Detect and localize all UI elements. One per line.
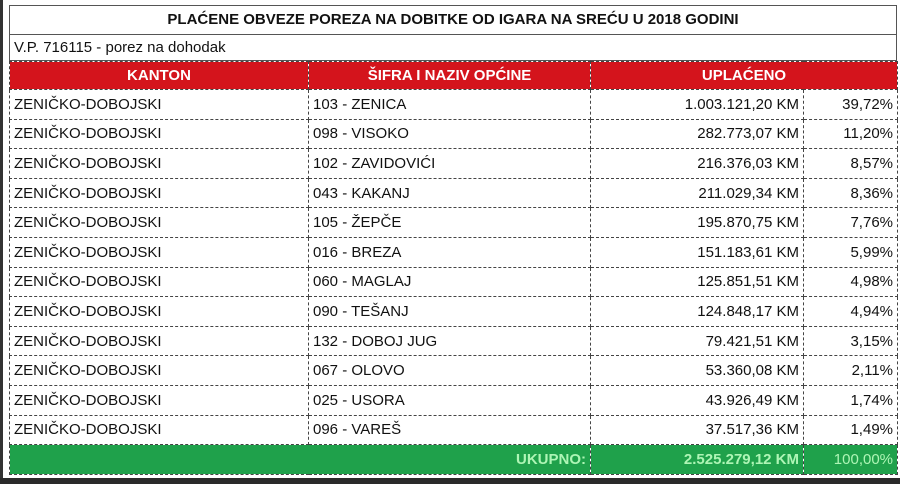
cell-opcina[interactable]: 025 - USORA	[308, 384, 591, 416]
table-row: ZENIČKO-DOBOJSKI 102 - ZAVIDOVIĆI 216.376,…	[9, 148, 899, 179]
cell-percent[interactable]: 8,36%	[802, 177, 899, 209]
total-amount[interactable]: 2.525.279,12 KM	[590, 444, 804, 476]
cell-percent[interactable]: 7,76%	[802, 207, 899, 238]
header-row: KANTON ŠIFRA I NAZIV OPĆINE UPLAĆENO	[9, 61, 899, 90]
cell-amount[interactable]: 53.360,08 KM	[590, 355, 804, 386]
cell-kanton[interactable]: ZENIČKO-DOBOJSKI	[9, 118, 309, 150]
total-row: UKUPNO: 2.525.279,12 KM 100,00%	[9, 444, 899, 476]
cell-opcina[interactable]: 098 - VISOKO	[308, 118, 591, 150]
cell-amount[interactable]: 79.421,51 KM	[590, 325, 804, 357]
cell-amount[interactable]: 151.183,61 KM	[590, 236, 804, 268]
cell-kanton[interactable]: ZENIČKO-DOBOJSKI	[9, 236, 309, 268]
cell-percent[interactable]: 2,11%	[802, 355, 899, 386]
cell-opcina[interactable]: 090 - TEŠANJ	[308, 296, 591, 327]
cell-kanton[interactable]: ZENIČKO-DOBOJSKI	[9, 89, 309, 120]
cell-kanton[interactable]: ZENIČKO-DOBOJSKI	[9, 177, 309, 209]
cell-percent[interactable]: 4,94%	[802, 296, 899, 327]
cell-amount[interactable]: 282.773,07 KM	[590, 118, 804, 150]
cell-kanton[interactable]: ZENIČKO-DOBOJSKI	[9, 355, 309, 386]
header-kanton: KANTON	[9, 61, 309, 90]
table-row: ZENIČKO-DOBOJSKI 016 - BREZA 151.183,61 KM…	[9, 236, 899, 268]
cell-amount[interactable]: 124.848,17 KM	[590, 296, 804, 327]
cell-percent[interactable]: 4,98%	[802, 266, 899, 298]
table-row: ZENIČKO-DOBOJSKI 025 - USORA 43.926,49 KM 1…	[9, 384, 899, 416]
total-percent[interactable]: 100,00%	[802, 444, 899, 476]
cell-kanton[interactable]: ZENIČKO-DOBOJSKI	[9, 296, 309, 327]
cell-opcina[interactable]: 105 - ŽEPČE	[308, 207, 591, 238]
cell-kanton[interactable]: ZENIČKO-DOBOJSKI	[9, 266, 309, 298]
cell-amount[interactable]: 195.870,75 KM	[590, 207, 804, 238]
cell-kanton[interactable]: ZENIČKO-DOBOJSKI	[9, 414, 309, 446]
table-subtitle: V.P. 716115 - porez na dohodak	[9, 35, 897, 61]
cell-opcina[interactable]: 132 - DOBOJ JUG	[308, 325, 591, 357]
cell-kanton[interactable]: ZENIČKO-DOBOJSKI	[9, 207, 309, 238]
cell-amount[interactable]: 1.003.121,20 KM	[590, 89, 804, 120]
cell-opcina[interactable]: 060 - MAGLAJ	[308, 266, 591, 298]
cell-amount[interactable]: 211.029,34 KM	[590, 177, 804, 209]
cell-percent[interactable]: 11,20%	[802, 118, 899, 150]
cell-percent[interactable]: 3,15%	[802, 325, 899, 357]
cell-opcina[interactable]: 043 - KAKANJ	[308, 177, 591, 209]
table-title: PLAĆENE OBVEZE POREZA NA DOBITKE OD IGAR…	[9, 5, 897, 35]
table-row: ZENIČKO-DOBOJSKI 067 - OLOVO 53.360,08 KM 2…	[9, 355, 899, 386]
cell-amount[interactable]: 125.851,51 KM	[590, 266, 804, 298]
table-row: ZENIČKO-DOBOJSKI 060 - MAGLAJ 125.851,51 K…	[9, 266, 899, 298]
table-row: ZENIČKO-DOBOJSKI 096 - VAREŠ 37.517,36 KM 1…	[9, 414, 899, 446]
cell-percent[interactable]: 39,72%	[802, 89, 899, 120]
cell-percent[interactable]: 5,99%	[802, 236, 899, 268]
cell-opcina[interactable]: 102 - ZAVIDOVIĆI	[308, 148, 591, 179]
table-row: ZENIČKO-DOBOJSKI 098 - VISOKO 282.773,07 K…	[9, 118, 899, 150]
table-row: ZENIČKO-DOBOJSKI 090 - TEŠANJ 124.848,17 K…	[9, 296, 899, 327]
table-row: ZENIČKO-DOBOJSKI 043 - KAKANJ 211.029,34 K…	[9, 177, 899, 209]
cell-percent[interactable]: 8,57%	[802, 148, 899, 179]
header-opcina: ŠIFRA I NAZIV OPĆINE	[308, 61, 591, 90]
cell-opcina[interactable]: 103 - ZENICA	[308, 89, 591, 120]
cell-opcina[interactable]: 096 - VAREŠ	[308, 414, 591, 446]
cell-amount[interactable]: 216.376,03 KM	[590, 148, 804, 179]
cell-kanton[interactable]: ZENIČKO-DOBOJSKI	[9, 325, 309, 357]
cell-kanton[interactable]: ZENIČKO-DOBOJSKI	[9, 148, 309, 179]
header-uplaceno: UPLAĆENO	[589, 61, 899, 90]
cell-percent[interactable]: 1,74%	[802, 384, 899, 416]
cell-amount[interactable]: 43.926,49 KM	[590, 384, 804, 416]
cell-kanton[interactable]: ZENIČKO-DOBOJSKI	[9, 384, 309, 416]
cell-opcina[interactable]: 016 - BREZA	[308, 236, 591, 268]
total-label: UKUPNO:	[9, 444, 591, 476]
cell-percent[interactable]: 1,49%	[802, 414, 899, 446]
cell-opcina[interactable]: 067 - OLOVO	[308, 355, 591, 386]
table-row: ZENIČKO-DOBOJSKI 132 - DOBOJ JUG 79.421,51…	[9, 325, 899, 357]
table-row: ZENIČKO-DOBOJSKI 105 - ŽEPČE 195.870,75 KM…	[9, 207, 899, 238]
payments-table: KANTON ŠIFRA I NAZIV OPĆINE UPLAĆENO ZEN…	[9, 61, 899, 476]
cell-amount[interactable]: 37.517,36 KM	[590, 414, 804, 446]
table-row: ZENIČKO-DOBOJSKI 103 - ZENICA 1.003.121,20…	[9, 89, 899, 120]
